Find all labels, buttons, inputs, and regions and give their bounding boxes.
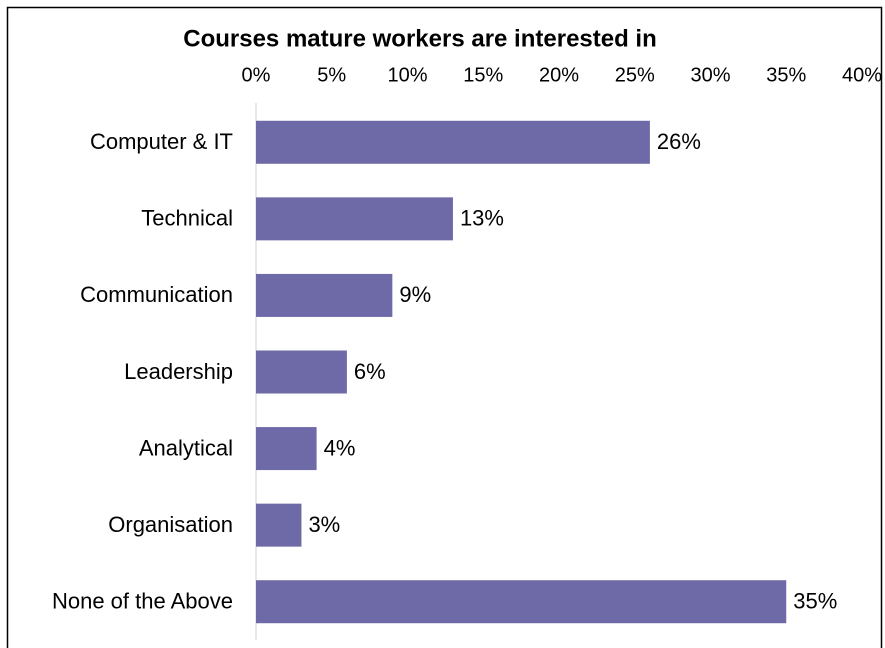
x-tick-label: 0% bbox=[242, 64, 271, 86]
chart-title: Courses mature workers are interested in bbox=[183, 25, 657, 52]
bar bbox=[256, 350, 347, 394]
bar bbox=[256, 427, 317, 471]
y-tick-label: Communication bbox=[80, 282, 233, 307]
y-tick-label: Computer & IT bbox=[90, 129, 233, 154]
data-label: 26% bbox=[657, 129, 701, 154]
data-label: 35% bbox=[793, 589, 837, 614]
y-tick-label: Technical bbox=[141, 206, 233, 231]
data-label: 6% bbox=[354, 359, 386, 384]
x-tick-label: 30% bbox=[690, 64, 730, 86]
x-tick-label: 10% bbox=[387, 64, 427, 86]
x-tick-label: 25% bbox=[615, 64, 655, 86]
bar bbox=[256, 197, 453, 241]
y-tick-label: Analytical bbox=[139, 435, 233, 460]
x-tick-label: 15% bbox=[463, 64, 503, 86]
x-tick-label: 35% bbox=[766, 64, 806, 86]
chart-frame bbox=[6, 6, 883, 648]
bar bbox=[256, 503, 302, 547]
x-tick-label: 40% bbox=[842, 64, 882, 86]
data-label: 4% bbox=[324, 435, 356, 460]
x-tick-label: 20% bbox=[539, 64, 579, 86]
y-tick-label: Organisation bbox=[108, 512, 233, 537]
bar bbox=[256, 273, 393, 317]
y-tick-label: Leadership bbox=[124, 359, 233, 384]
data-label: 9% bbox=[399, 282, 431, 307]
x-tick-label: 5% bbox=[317, 64, 346, 86]
data-label: 13% bbox=[460, 206, 504, 231]
data-label: 3% bbox=[308, 512, 340, 537]
bar bbox=[256, 580, 787, 624]
bar bbox=[256, 120, 650, 164]
y-tick-label: None of the Above bbox=[52, 589, 233, 614]
